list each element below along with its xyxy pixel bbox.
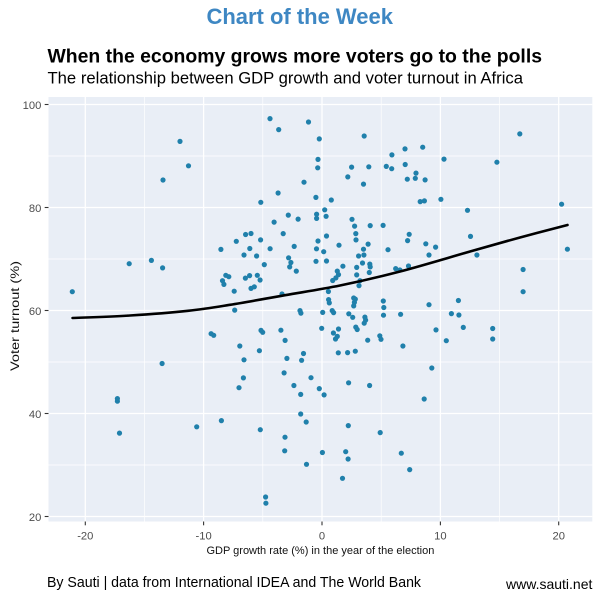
svg-text:80: 80	[29, 203, 41, 215]
svg-text:GDP growth rate (%) in the yea: GDP growth rate (%) in the year of the e…	[206, 545, 434, 557]
svg-text:-20: -20	[77, 530, 93, 542]
svg-text:0: 0	[319, 530, 325, 542]
svg-text:By Sauti | data from Internati: By Sauti | data from International IDEA …	[47, 575, 422, 591]
svg-text:60: 60	[29, 306, 41, 318]
svg-text:-10: -10	[196, 530, 212, 542]
svg-text:The relationship between GDP g: The relationship between GDP growth and …	[48, 69, 524, 88]
svg-text:20: 20	[29, 512, 41, 524]
svg-text:10: 10	[434, 530, 446, 542]
svg-text:20: 20	[552, 530, 564, 542]
svg-text:When the economy grows more vo: When the economy grows more voters go to…	[48, 45, 543, 67]
svg-text:Chart of the Week: Chart of the Week	[206, 4, 393, 29]
svg-text:www.sauti.net: www.sauti.net	[505, 576, 592, 592]
svg-text:100: 100	[23, 100, 42, 112]
svg-text:40: 40	[29, 409, 41, 421]
svg-text:Voter turnout (%): Voter turnout (%)	[9, 261, 22, 371]
